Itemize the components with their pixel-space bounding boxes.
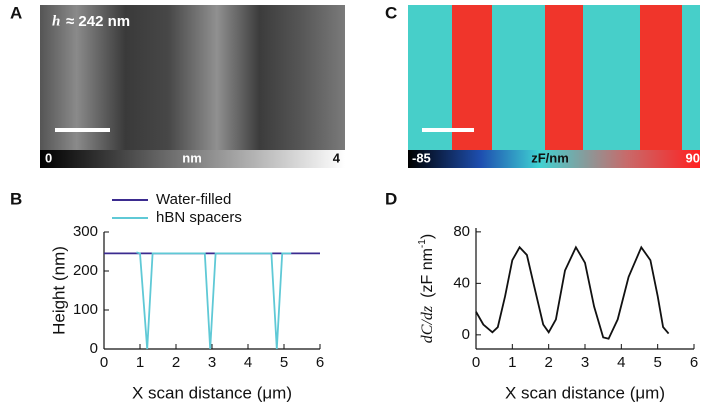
x-tick-label: 1 [508, 354, 516, 371]
x-tick-label: 1 [136, 354, 144, 371]
y-tick-label: 100 [73, 301, 98, 318]
y-tick-label: 40 [453, 274, 470, 291]
y-tick-label: 0 [462, 326, 470, 343]
x-tick-label: 4 [617, 354, 625, 371]
legend-label: Water-filled [156, 191, 231, 208]
scale-bar [422, 128, 474, 132]
colorbar-max: 4 [333, 150, 341, 165]
y-tick-label: 0 [90, 340, 98, 357]
x-tick-label: 5 [653, 354, 661, 371]
x-tick-label: 2 [172, 354, 180, 371]
y-tick-label: 300 [73, 223, 98, 240]
panel-label: B [10, 189, 22, 208]
y-label-unit: (zF nm [419, 248, 436, 298]
y-label-exp: -1 [417, 239, 428, 248]
colorbar-min: 0 [45, 150, 52, 165]
y-tick-label: 80 [453, 223, 470, 240]
afm-image [40, 5, 345, 150]
y-label-main: dC/dz [419, 305, 436, 343]
x-tick-label: 4 [244, 354, 252, 371]
data-line [136, 251, 292, 350]
x-tick-label: 0 [100, 354, 108, 371]
y-axis-label: dC/dz (zF nm-1) [417, 234, 437, 343]
legend-label: hBN spacers [156, 209, 242, 226]
y-label-close: ) [419, 234, 436, 239]
x-tick-label: 2 [544, 354, 552, 371]
stripe [640, 5, 682, 150]
colorbar-min: -85 [412, 150, 431, 165]
y-axis-label: Height (nm) [49, 246, 68, 335]
colorbar-max: 90 [686, 150, 700, 165]
panel-label: A [10, 3, 22, 22]
x-tick-label: 6 [316, 354, 324, 371]
x-axis-label: X scan distance (μm) [132, 383, 292, 402]
colorbar-unit: nm [182, 150, 202, 165]
colorbar-unit: zF/nm [531, 150, 569, 165]
y-tick-label: 200 [73, 262, 98, 279]
x-tick-label: 3 [208, 354, 216, 371]
colorbar [40, 150, 345, 168]
x-tick-label: 6 [690, 354, 698, 371]
x-axis-label: X scan distance (μm) [505, 383, 665, 402]
colorbar [408, 150, 700, 168]
annotation-symbol: h [52, 13, 60, 29]
scale-bar [55, 128, 110, 132]
stripe [545, 5, 583, 150]
annotation: ≈ 242 nm [66, 13, 130, 30]
x-tick-label: 5 [280, 354, 288, 371]
panel-label: C [385, 3, 397, 22]
x-tick-label: 3 [581, 354, 589, 371]
panel-label: D [385, 189, 397, 208]
stripe [452, 5, 492, 150]
x-tick-label: 0 [472, 354, 480, 371]
data-line [475, 245, 670, 340]
